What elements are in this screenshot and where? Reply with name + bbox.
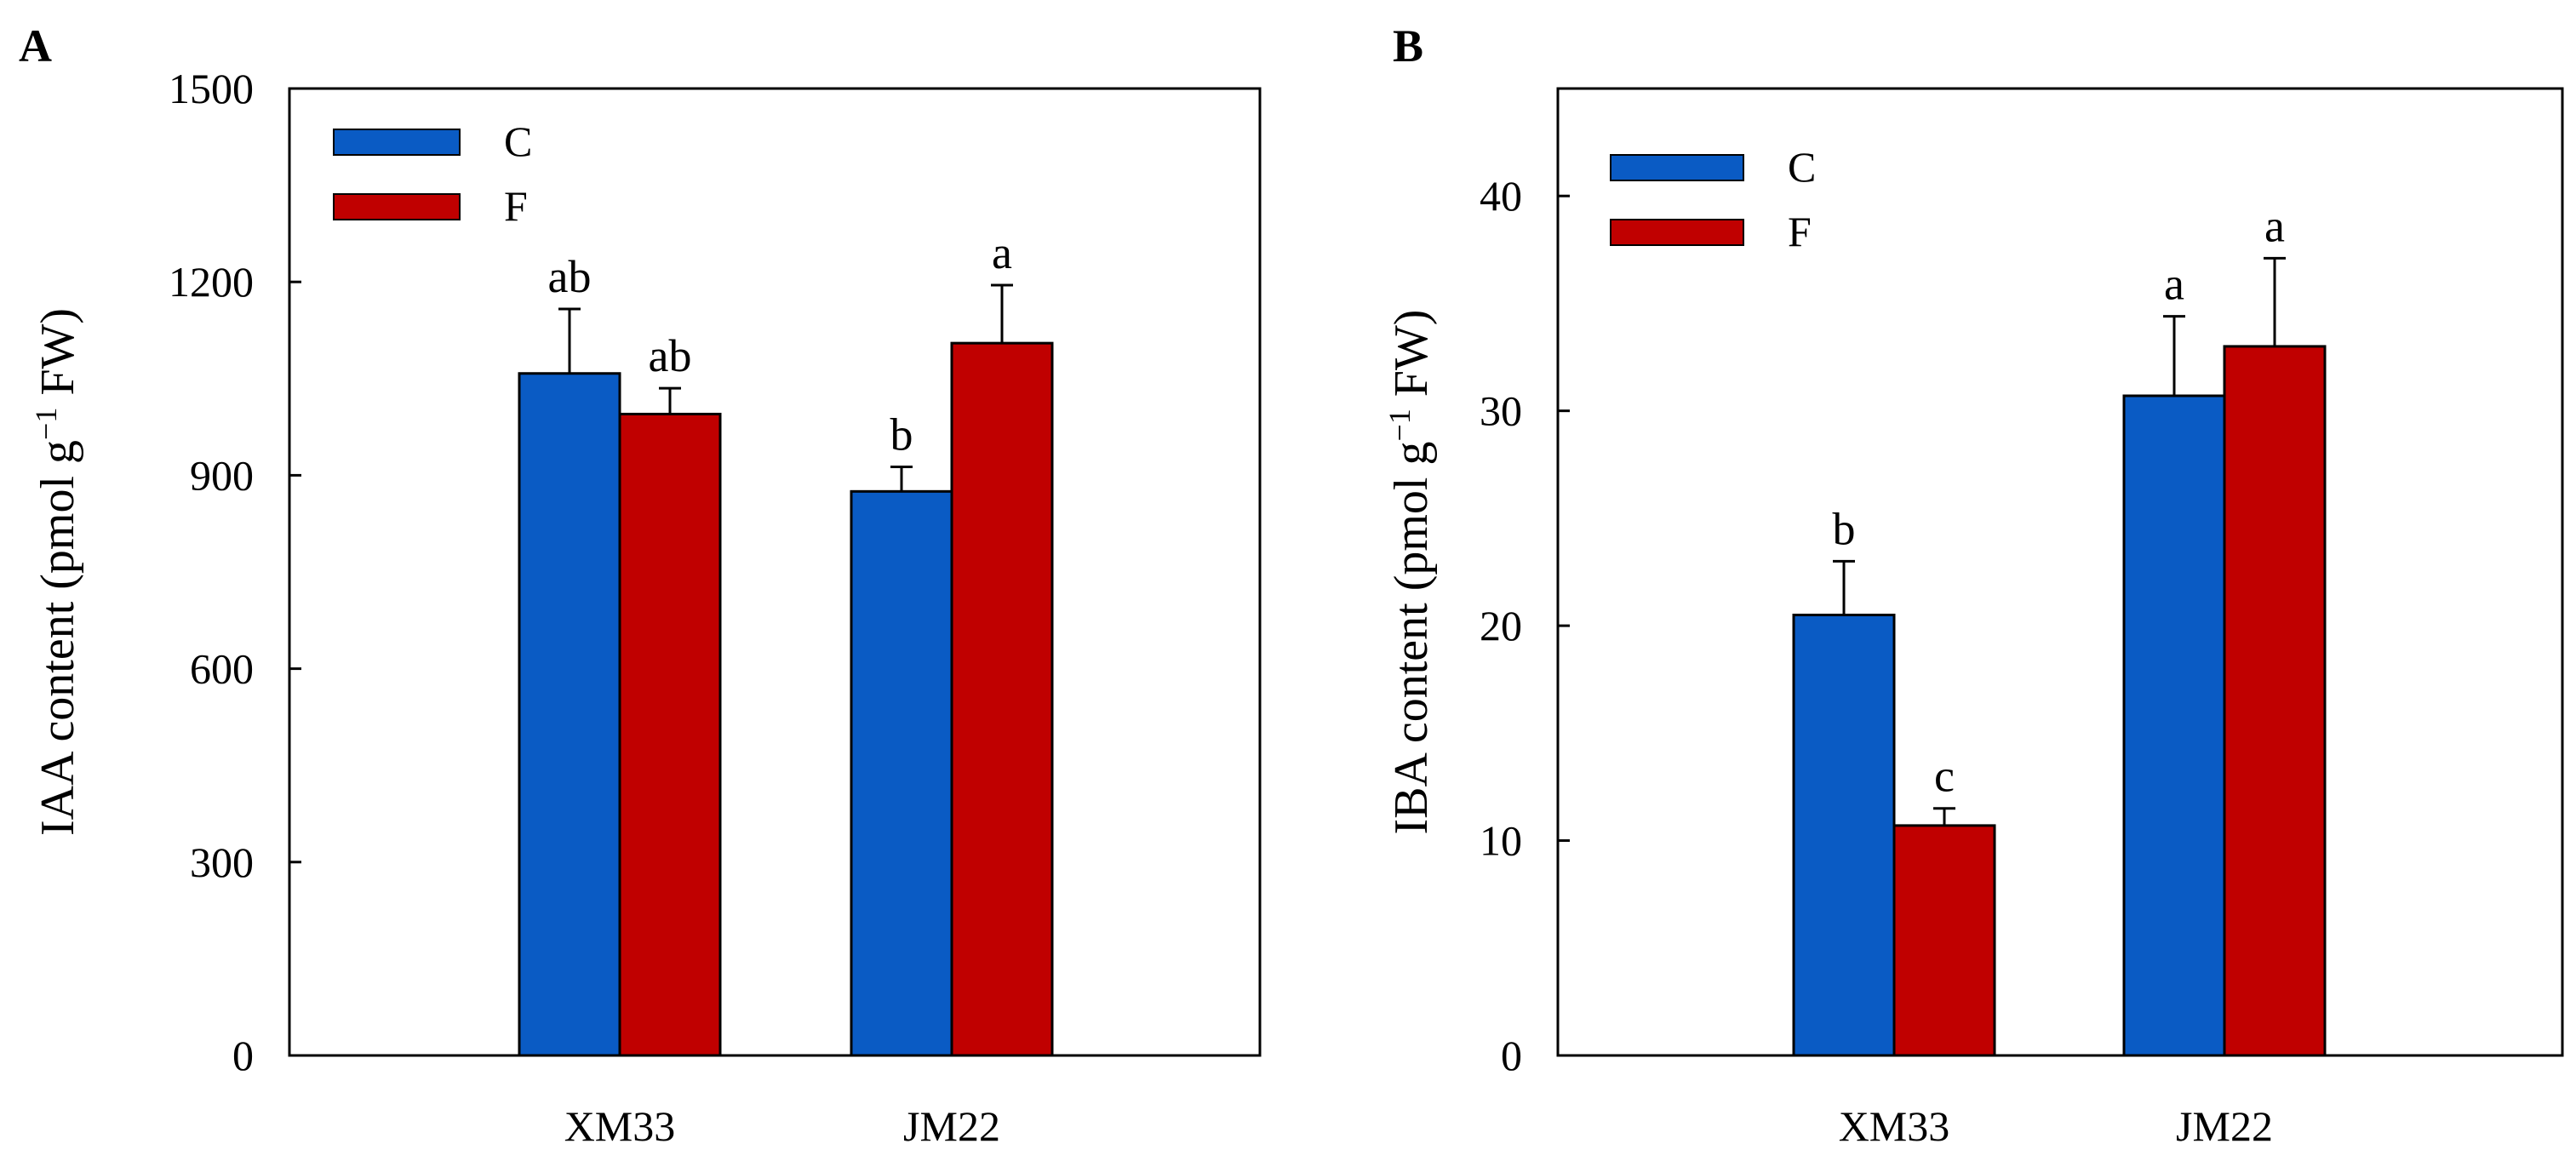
y-axis-title: IBA content (pmol g−1 FW) — [1382, 310, 1438, 835]
y-axis-title-main: IBA content (pmol g — [1385, 442, 1438, 835]
y-tick-label: 10 — [1480, 817, 1522, 865]
significance-letter: a — [992, 227, 1012, 278]
bar-f-jm22 — [2223, 345, 2327, 1057]
bar-c-jm22 — [850, 489, 953, 1057]
bar-c-xm33 — [518, 372, 621, 1057]
significance-letter: a — [2164, 259, 2184, 310]
bar-f-xm33 — [1892, 824, 1996, 1057]
panel-a-chart: A 0 300 600 900 1200 1500 IAA content (pmol g−1… — [19, 20, 1262, 1150]
x-category-label: XM33 — [564, 1102, 676, 1150]
panel-label: A — [19, 20, 52, 71]
legend-swatch-c — [333, 129, 461, 156]
panel-b-chart: B 0 10 20 30 40 IBA content (pmol g−1 FW) XM33 J… — [1382, 20, 2564, 1150]
y-tick-label: 300 — [190, 838, 254, 886]
legend-label-f: F — [1788, 208, 1812, 255]
significance-letter: b — [1833, 503, 1856, 554]
panel-label: B — [1393, 20, 1423, 71]
significance-letter: ab — [649, 330, 692, 381]
significance-letter: ab — [548, 251, 592, 302]
y-tick-label: 900 — [190, 451, 254, 499]
y-tick-label: 600 — [190, 645, 254, 693]
y-axis-title: IAA content (pmol g−1 FW) — [29, 308, 84, 836]
y-axis-title-superscript: −1 — [1382, 409, 1417, 441]
bar-f-xm33 — [618, 412, 722, 1057]
y-tick-label: 30 — [1480, 387, 1522, 435]
y-axis-title-main: IAA content (pmol g — [31, 440, 84, 836]
x-category-label: JM22 — [2176, 1102, 2273, 1150]
y-tick-label: 1500 — [169, 65, 254, 112]
plot-frame — [1556, 87, 2564, 1057]
x-category-label: XM33 — [1839, 1102, 1950, 1150]
legend-swatch-f — [1610, 219, 1744, 246]
y-tick-label: 1200 — [169, 258, 254, 306]
y-axis-title-tail: FW) — [31, 308, 84, 408]
bar-f-jm22 — [950, 341, 1054, 1057]
legend-label-f: F — [504, 182, 528, 230]
x-category-label: JM22 — [903, 1102, 1000, 1150]
significance-letter: b — [890, 409, 913, 460]
y-tick-label: 40 — [1480, 172, 1522, 220]
y-axis-title-tail: FW) — [1385, 310, 1438, 409]
legend-swatch-f — [333, 193, 461, 220]
legend-label-c: C — [1788, 143, 1816, 191]
y-tick-label: 0 — [1501, 1032, 1522, 1079]
y-axis-title-superscript: −1 — [29, 408, 63, 440]
y-tick-label: 0 — [232, 1032, 254, 1079]
plot-frame — [288, 87, 1262, 1057]
legend-swatch-c — [1610, 154, 1744, 181]
bar-c-xm33 — [1792, 613, 1896, 1057]
legend-label-c: C — [504, 117, 532, 165]
significance-letter: c — [1934, 751, 1955, 802]
significance-letter: a — [2264, 200, 2285, 251]
y-tick-label: 20 — [1480, 602, 1522, 649]
bar-c-jm22 — [2122, 394, 2226, 1057]
